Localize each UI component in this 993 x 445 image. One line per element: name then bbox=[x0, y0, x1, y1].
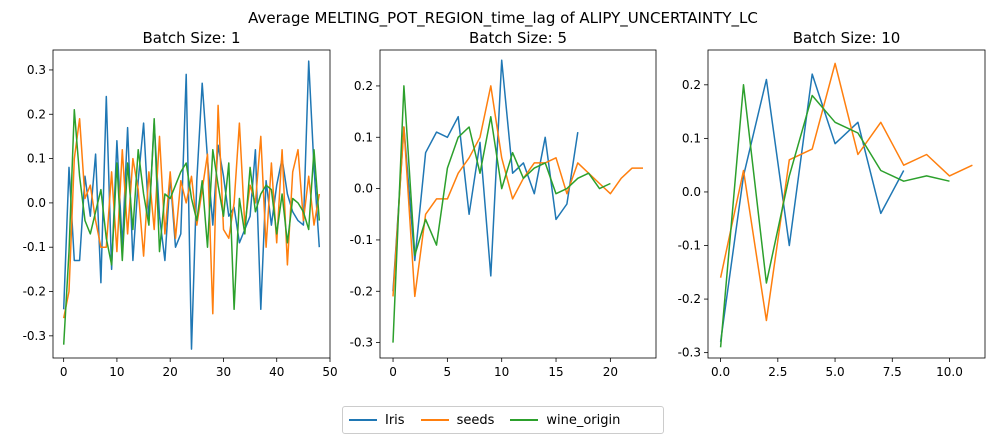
figure-title: Average MELTING_POT_REGION_time_lag of A… bbox=[248, 9, 758, 28]
x-tick-label: 5.0 bbox=[826, 365, 845, 379]
chart-legend: Iris seeds wine_origin bbox=[342, 406, 664, 434]
x-tick-label: 20 bbox=[603, 365, 618, 379]
panel-title: Batch Size: 10 bbox=[793, 29, 901, 47]
series-line-iris bbox=[392, 59, 579, 292]
x-tick-label: 10 bbox=[109, 365, 124, 379]
legend-swatch bbox=[420, 419, 449, 421]
y-tick-label: -0.3 bbox=[23, 329, 46, 343]
y-tick-label: -0.3 bbox=[350, 336, 373, 350]
y-tick-label: 0.3 bbox=[27, 63, 46, 77]
x-tick-label: 10 bbox=[494, 365, 509, 379]
legend-item: seeds bbox=[420, 412, 495, 428]
panel-title: Batch Size: 5 bbox=[469, 29, 567, 47]
series-line-seeds bbox=[62, 104, 321, 319]
y-tick-label: -0.1 bbox=[678, 239, 701, 253]
legend-item: Iris bbox=[349, 413, 405, 428]
y-tick-label: -0.3 bbox=[678, 346, 701, 360]
series-line-seeds bbox=[719, 62, 973, 322]
series-line-iris bbox=[62, 60, 321, 350]
panel-title: Batch Size: 1 bbox=[142, 29, 240, 47]
axes-frame bbox=[52, 49, 331, 359]
x-tick-label: 10.0 bbox=[936, 365, 963, 379]
y-tick-label: 0.1 bbox=[682, 131, 701, 145]
x-tick-label: 0 bbox=[60, 365, 68, 379]
x-tick-label: 7.5 bbox=[883, 365, 902, 379]
y-tick-label: 0.1 bbox=[27, 152, 46, 166]
y-tick-label: 0.0 bbox=[27, 196, 46, 210]
x-tick-label: 40 bbox=[269, 365, 284, 379]
x-tick-label: 0.0 bbox=[711, 365, 730, 379]
axes-frame bbox=[707, 49, 986, 359]
x-tick-label: 5 bbox=[444, 365, 452, 379]
y-tick-label: -0.2 bbox=[23, 285, 46, 299]
y-tick-label: 0.2 bbox=[27, 107, 46, 121]
y-tick-label: 0.0 bbox=[682, 185, 701, 199]
y-tick-label: 0.2 bbox=[354, 79, 373, 93]
y-tick-label: -0.2 bbox=[678, 292, 701, 306]
x-tick-label: 2.5 bbox=[768, 365, 787, 379]
x-tick-label: 0 bbox=[389, 365, 397, 379]
legend-item: wine_origin bbox=[510, 413, 620, 428]
y-tick-label: -0.1 bbox=[350, 233, 373, 247]
axes-frame bbox=[379, 49, 657, 359]
y-tick-label: 0.2 bbox=[682, 78, 701, 92]
series-line-wine-origin bbox=[392, 85, 611, 343]
legend-label: wine_origin bbox=[546, 412, 621, 428]
x-tick-label: 30 bbox=[216, 365, 231, 379]
x-tick-label: 50 bbox=[322, 365, 337, 379]
legend-label: Iris bbox=[385, 412, 405, 428]
x-tick-label: 20 bbox=[163, 365, 178, 379]
y-tick-label: -0.2 bbox=[350, 284, 373, 298]
legend-label: seeds bbox=[456, 412, 495, 428]
legend-swatch bbox=[349, 419, 377, 421]
y-tick-label: 0.0 bbox=[354, 182, 373, 196]
series-line-iris bbox=[719, 73, 905, 343]
y-tick-label: 0.1 bbox=[354, 130, 373, 144]
y-tick-label: -0.1 bbox=[23, 240, 46, 254]
series-line-wine-origin bbox=[719, 84, 950, 348]
x-tick-label: 15 bbox=[548, 365, 563, 379]
series-line-seeds bbox=[392, 85, 643, 298]
series-line-wine-origin bbox=[62, 109, 321, 345]
legend-swatch bbox=[510, 419, 539, 421]
